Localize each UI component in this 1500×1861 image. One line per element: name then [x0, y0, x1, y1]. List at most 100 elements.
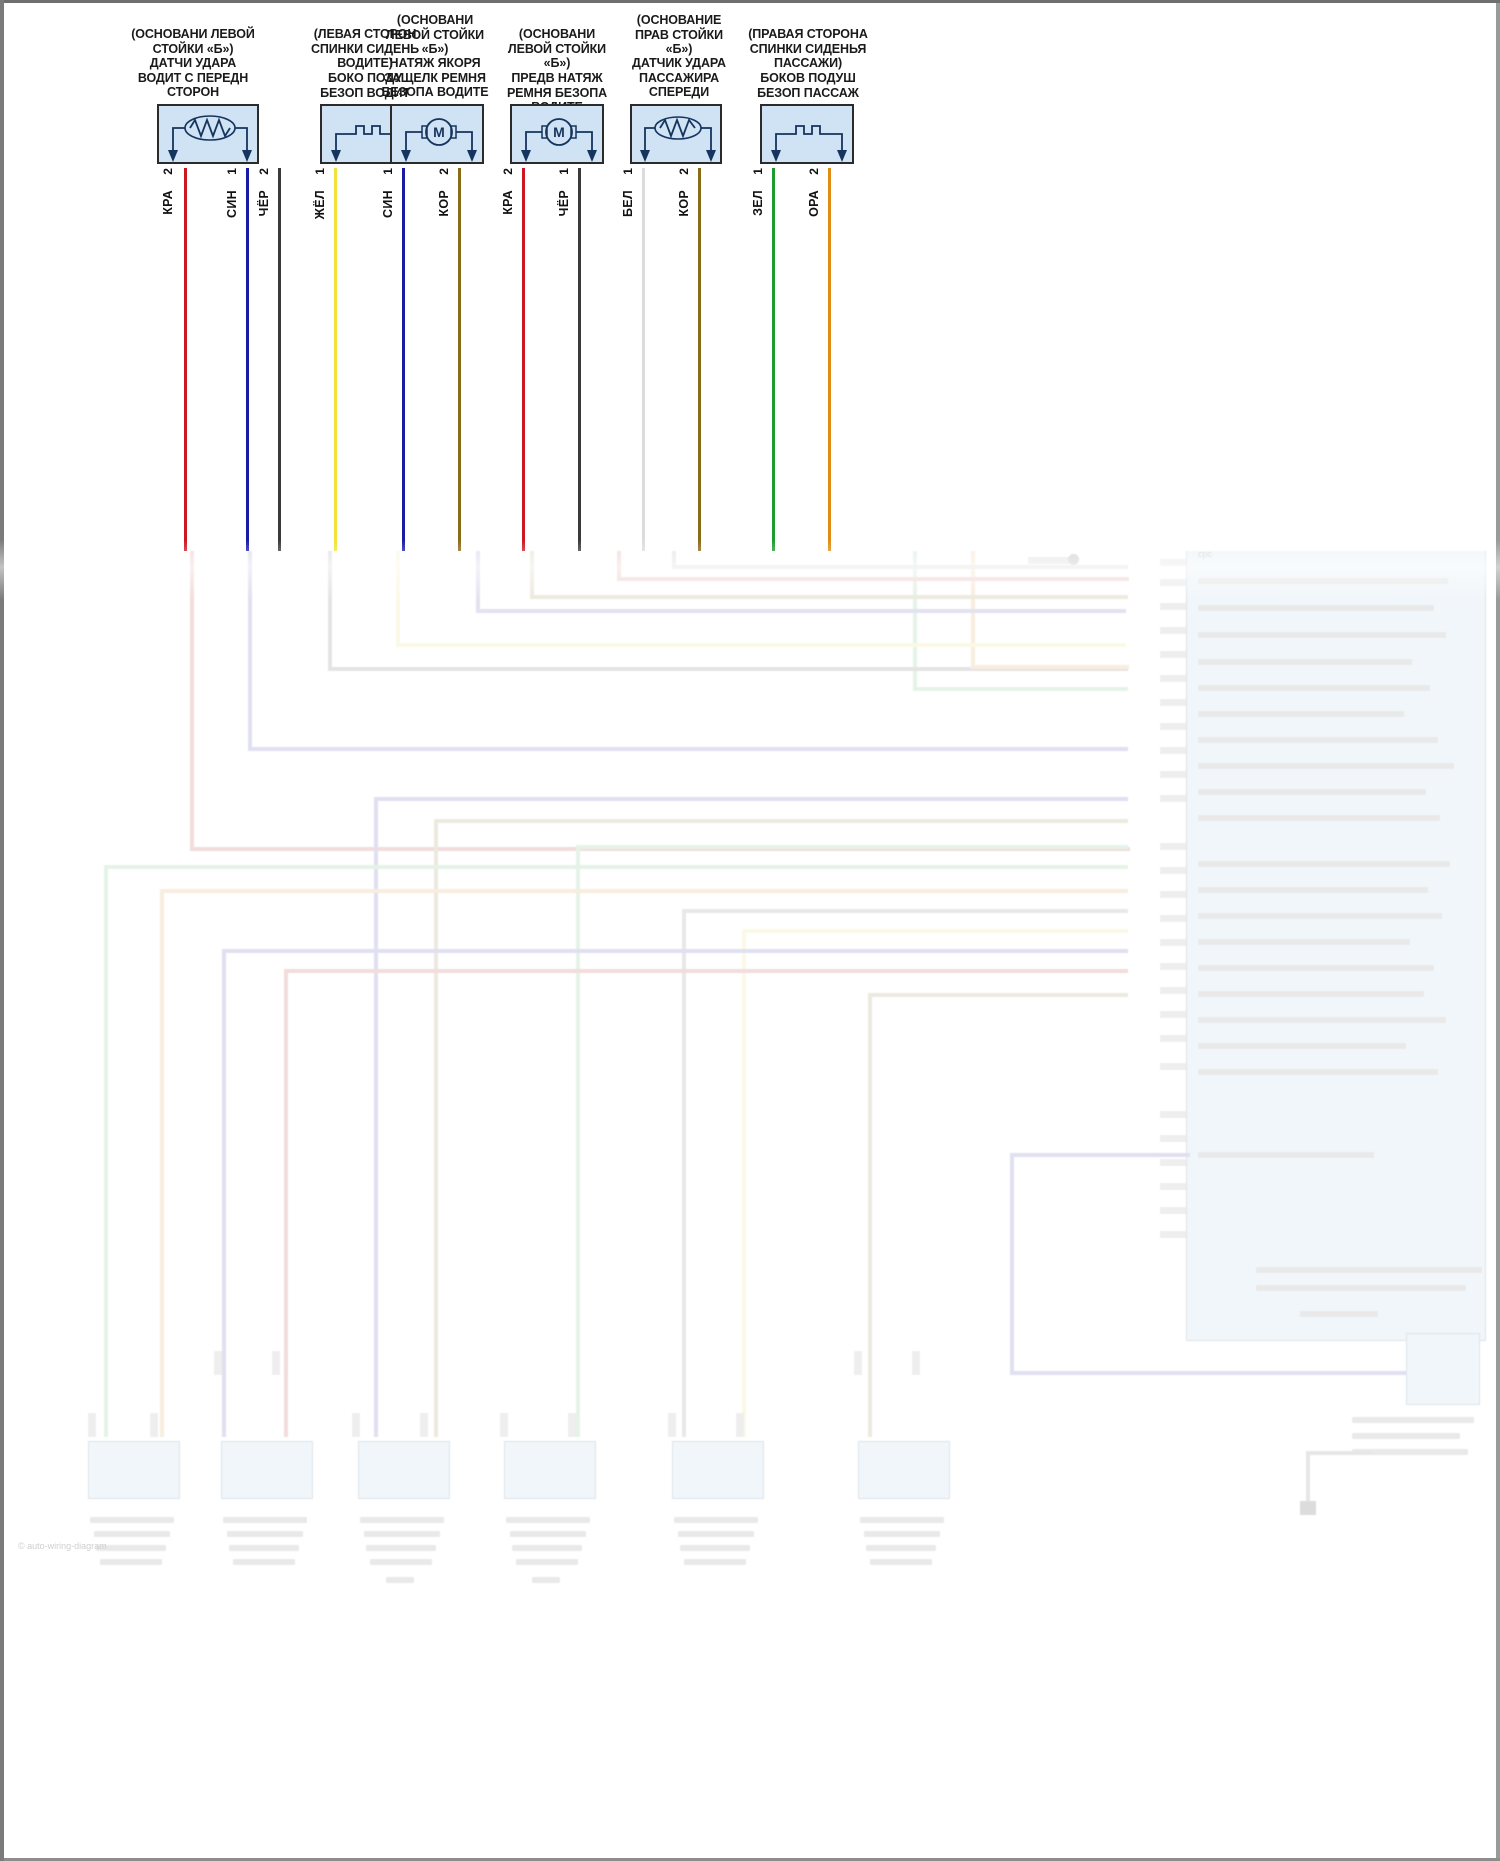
component-name-label: БОКОВ ПОДУШ БЕЗОП ПАССАЖ: [757, 71, 859, 100]
component-symbol-box: [157, 104, 259, 164]
wire: [334, 168, 337, 551]
frame-bottom-border: [4, 1858, 1500, 1861]
ecu-text-line: [1198, 605, 1434, 611]
ecu-text-line: [1198, 685, 1430, 691]
resistor-icon: [640, 116, 716, 162]
wire: [184, 168, 187, 551]
wire-color-code: ЖЁЛ: [313, 190, 327, 220]
device-caption-line: [512, 1545, 582, 1551]
pin-number: 2: [501, 168, 515, 175]
wire-color-code: ЧЁР: [557, 190, 571, 217]
wire-horizontal: [971, 665, 1129, 669]
device-caption-line: [860, 1517, 944, 1523]
diag-wire: [1010, 1371, 1414, 1375]
device-caption-line: [678, 1531, 754, 1537]
pin-number: 1: [557, 168, 571, 175]
ecu-pin: [1160, 915, 1186, 922]
device-caption-line: [386, 1577, 414, 1583]
ecu-pin: [1160, 1111, 1186, 1118]
component-location-label: (ЛЕВАЯ СТОРОН СПИНКИ СИДЕНЬ ВОДИТЕ): [310, 27, 420, 71]
device-caption-line: [233, 1559, 295, 1565]
ecu-pin: [1160, 987, 1186, 994]
component-symbol-box: [760, 104, 854, 164]
ecu-pin: [1160, 1011, 1186, 1018]
squib-icon: [771, 125, 847, 162]
ecu-text-line: [1198, 578, 1448, 584]
bottom-device[interactable]: [88, 1441, 180, 1499]
ecu-pin: [1160, 939, 1186, 946]
ecu-pin: [1160, 1207, 1186, 1214]
wire-horizontal: [328, 667, 1128, 671]
bottom-device[interactable]: [672, 1441, 764, 1499]
ecu-footer-line: [1256, 1285, 1466, 1291]
bottom-device[interactable]: [858, 1441, 950, 1499]
ecu-text-line: [1198, 737, 1438, 743]
device-caption-line: [674, 1517, 758, 1523]
bottom-device[interactable]: [221, 1441, 313, 1499]
bottom-device[interactable]: [504, 1441, 596, 1499]
wire-color-code: СИН: [225, 190, 239, 218]
wire-horizontal: [617, 577, 1129, 581]
wire-horizontal: [868, 993, 1128, 997]
wire-run: [374, 797, 378, 1437]
splice-dot: [1068, 554, 1079, 565]
ecu-pin: [1160, 867, 1186, 874]
device-pin: [150, 1413, 158, 1437]
ground-symbol: [1306, 1451, 1372, 1455]
device-pin: [420, 1413, 428, 1437]
ecu-pin: [1160, 1183, 1186, 1190]
diag-text-line: [1352, 1449, 1468, 1455]
pin-number: 1: [225, 168, 239, 175]
diag-wire: [1010, 1153, 1014, 1375]
ecu-pin: [1160, 559, 1186, 566]
svg-text:M: M: [553, 124, 565, 140]
diag-text-line: [1352, 1433, 1460, 1439]
srs-control-unit[interactable]: [1186, 551, 1486, 1341]
pin-number: 1: [381, 168, 395, 175]
ecu-pin: [1160, 603, 1186, 610]
diagnostic-connector[interactable]: [1406, 1333, 1480, 1405]
bottom-device[interactable]: [358, 1441, 450, 1499]
ecu-pin: [1160, 771, 1186, 778]
wire-run: [682, 909, 686, 1437]
ecu-pin: [1160, 891, 1186, 898]
wire-horizontal: [742, 929, 1128, 933]
device-pin: [912, 1351, 920, 1375]
svg-text:M: M: [433, 124, 445, 140]
ecu-pin: [1160, 1231, 1186, 1238]
ecu-text-line: [1198, 887, 1428, 893]
wire-run: [396, 551, 400, 646]
wire-run: [576, 845, 580, 1437]
wire-horizontal: [672, 565, 1128, 569]
wire: [828, 168, 831, 551]
motor-icon: M: [521, 118, 597, 162]
ecu-pin: [1160, 723, 1186, 730]
device-caption-line: [366, 1545, 436, 1551]
wire: [458, 168, 461, 551]
ecu-pin: [1160, 747, 1186, 754]
ecu-pin: [1160, 1159, 1186, 1166]
wire-run: [190, 551, 194, 851]
component-location-label: (ОСНОВАНИЕ ПРАВ СТОЙКИ «Б»): [634, 13, 723, 57]
ecu-text-line: [1198, 965, 1434, 971]
device-caption-line: [532, 1577, 560, 1583]
wire-run: [284, 969, 288, 1437]
component-symbol-box: [630, 104, 722, 164]
ecu-pin: [1160, 795, 1186, 802]
wire-horizontal: [160, 889, 1128, 893]
component-name-label: НАТЯЖ ЯКОРЯ ЗАЩЕЛК РЕМНЯ БЕЗОПА ВОДИТЕ: [381, 56, 489, 100]
ground-symbol: [1306, 1451, 1310, 1503]
wire: [278, 168, 281, 551]
ecu-pin: [1160, 699, 1186, 706]
wire-horizontal: [576, 845, 1128, 849]
device-pin: [736, 1413, 744, 1437]
device-pin: [214, 1351, 222, 1375]
device-caption-line: [94, 1531, 170, 1537]
ecu-pin: [1160, 651, 1186, 658]
ecu-pin: [1160, 627, 1186, 634]
device-pin: [352, 1413, 360, 1437]
wire: [246, 168, 249, 551]
wire-run: [222, 949, 226, 1437]
ecu-pin: [1160, 963, 1186, 970]
wire-horizontal: [396, 643, 1126, 647]
